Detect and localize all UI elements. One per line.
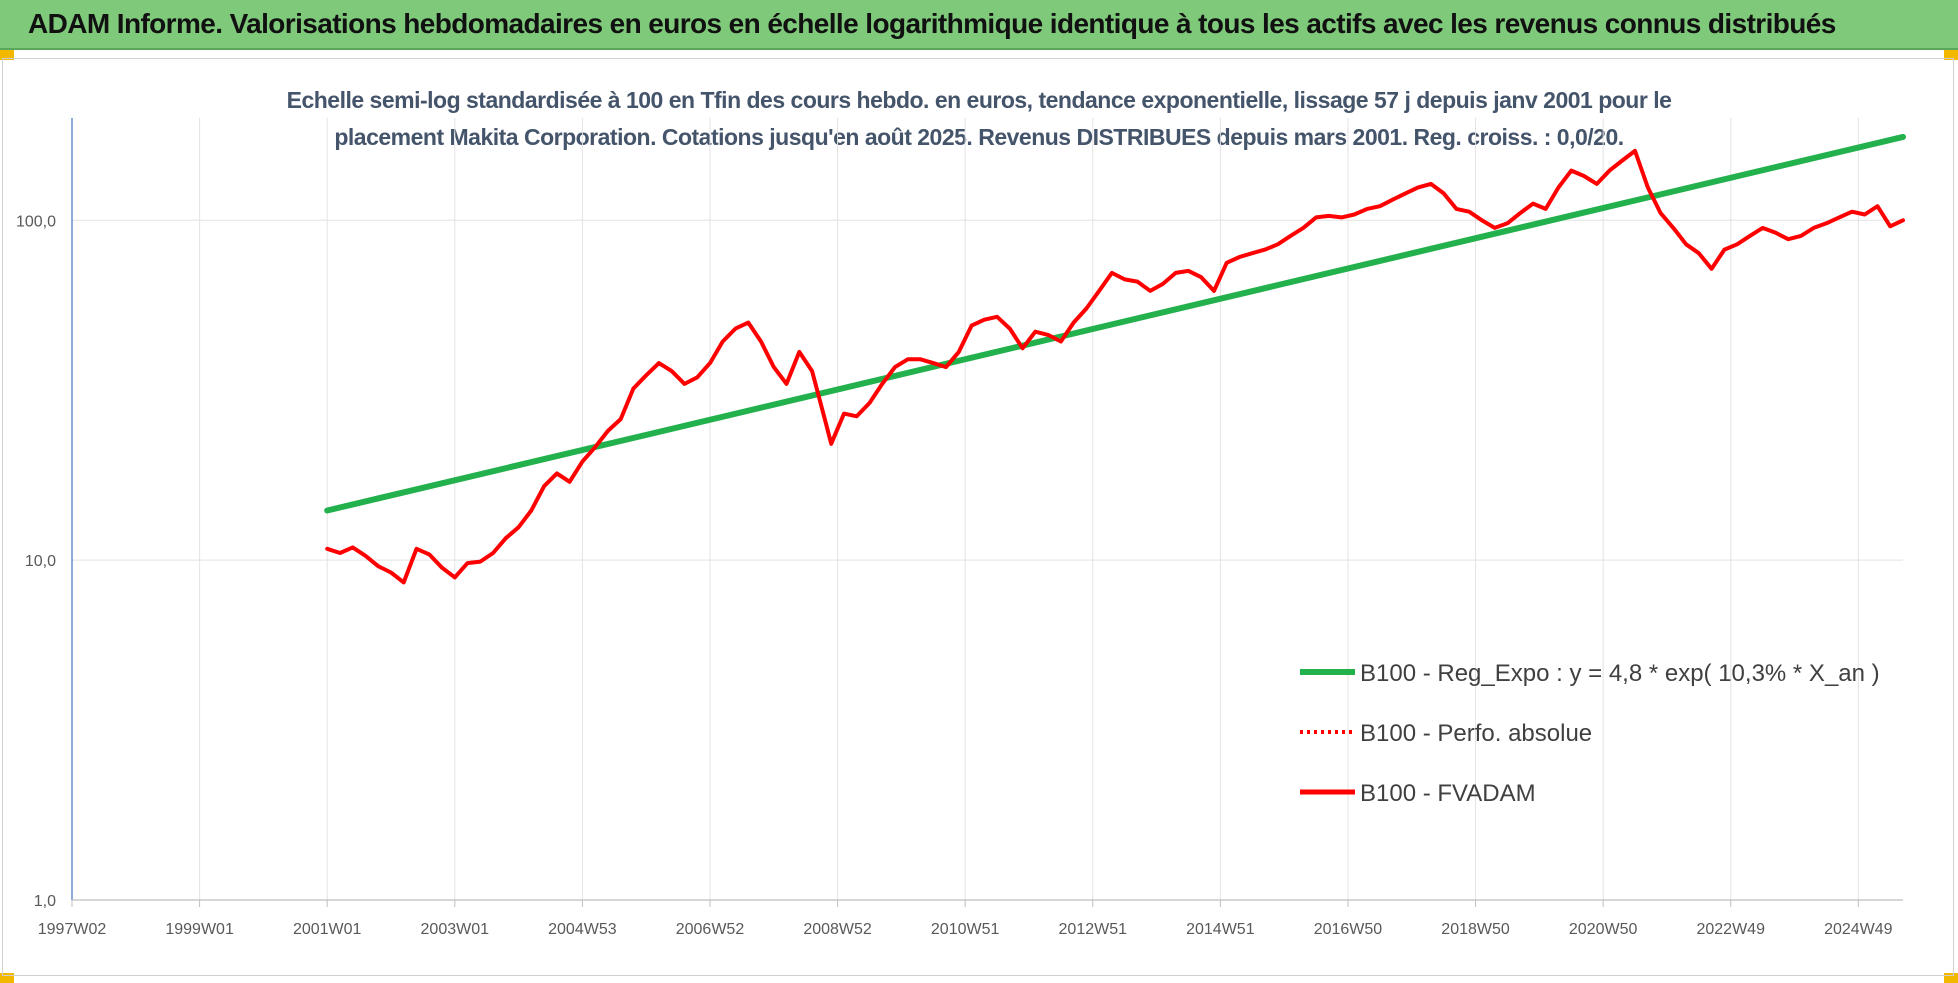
y-tick-label: 1,0 [34,893,56,910]
corner-marker-top-right [1944,50,1958,60]
corner-marker-bottom-left [0,973,14,983]
x-tick-label: 2006W52 [676,921,745,938]
x-tick-label: 2022W49 [1696,921,1765,938]
corner-marker-bottom-right [1944,973,1958,983]
x-tick-label: 2020W50 [1569,921,1638,938]
legend-label: B100 - Perfo. absolue [1360,720,1592,747]
chart-title-line-2: placement Makita Corporation. Cotations … [334,124,1624,150]
series-line-fvadam [325,148,1905,585]
y-tick-label: 100,0 [16,213,56,230]
corner-marker-top-left [0,50,14,60]
chart-frame [2,58,1954,976]
x-tick-label: 2001W01 [293,921,362,938]
header-bar: ADAM Informe. Valorisations hebdomadaire… [0,0,1958,50]
y-tick-label: 10,0 [25,553,56,570]
x-tick-label: 1999W01 [165,921,234,938]
x-tick-label: 2012W51 [1059,921,1128,938]
x-tick-label: 2010W51 [931,921,1000,938]
x-tick-label: 2018W50 [1441,921,1510,938]
x-tick-label: 2016W50 [1314,921,1383,938]
series-line-reg-expo [324,133,1906,514]
legend-label: B100 - FVADAM [1360,780,1536,807]
x-tick-label: 2004W53 [548,921,617,938]
x-tick-label: 2008W52 [803,921,872,938]
page-title: ADAM Informe. Valorisations hebdomadaire… [28,8,1836,39]
legend-label: B100 - Reg_Expo : y = 4,8 * exp( 10,3% *… [1360,660,1880,687]
x-tick-label: 2014W51 [1186,921,1255,938]
x-tick-label: 1997W02 [38,921,107,938]
x-tick-label: 2024W49 [1824,921,1893,938]
x-tick-label: 2003W01 [421,921,490,938]
chart-title-line-1: Echelle semi-log standardisée à 100 en T… [286,87,1672,113]
